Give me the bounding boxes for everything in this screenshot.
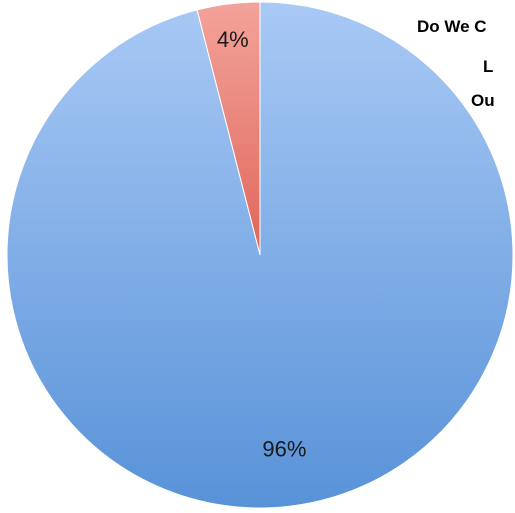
pie-slice-96-percent: [6, 1, 514, 509]
data-label-96-percent: 96%: [262, 436, 306, 461]
data-label-4-percent: 4%: [217, 27, 249, 52]
chart-title-line-1: Do We C: [417, 17, 487, 36]
chart-title-line-2: L: [483, 57, 493, 76]
chart-title: Do We C L Ou: [417, 17, 495, 110]
chart-title-line-3: Ou: [471, 91, 495, 110]
